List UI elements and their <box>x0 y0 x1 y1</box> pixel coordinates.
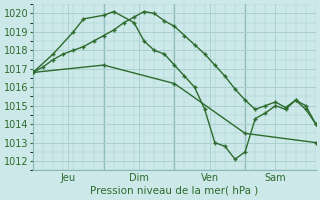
X-axis label: Pression niveau de la mer( hPa ): Pression niveau de la mer( hPa ) <box>90 186 259 196</box>
